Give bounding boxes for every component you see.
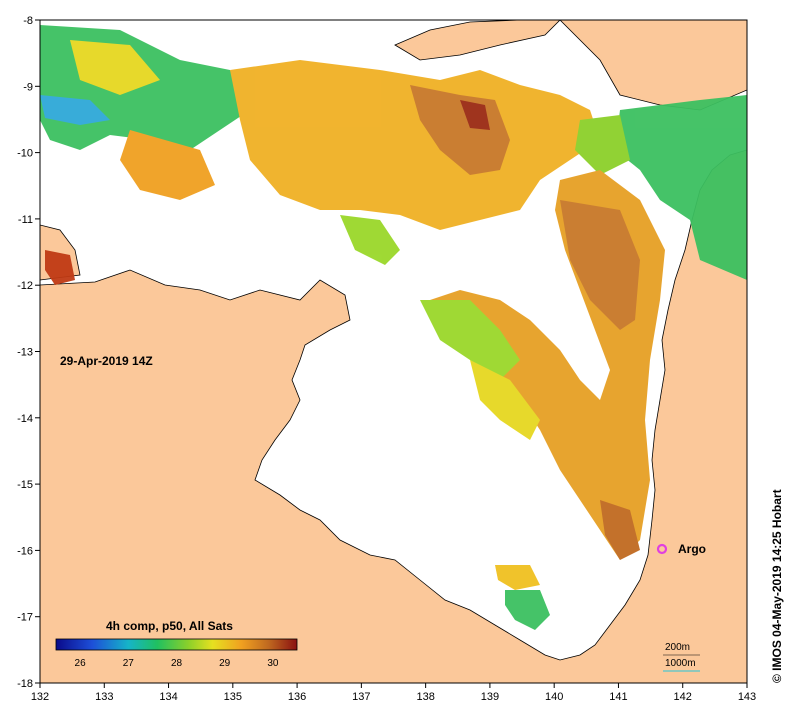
legend-tick-label: 27 [123, 658, 135, 669]
legend-tick-label: 26 [75, 658, 87, 669]
y-tick-label: -12 [17, 280, 33, 292]
legend-title: 4h comp, p50, All Sats [106, 619, 233, 633]
y-tick-label: -11 [18, 214, 33, 226]
x-tick-label: 141 [609, 691, 627, 703]
timestamp-label: 29-Apr-2019 14Z [60, 354, 153, 368]
x-tick-label: 133 [95, 691, 113, 703]
argo-marker[interactable] [656, 543, 668, 555]
y-tick-label: -14 [17, 413, 33, 425]
x-tick-label: 138 [416, 691, 434, 703]
y-tick-label: -9 [23, 81, 33, 93]
y-tick-label: -13 [17, 347, 33, 359]
x-tick-label: 137 [352, 691, 370, 703]
y-tick-label: -8 [23, 15, 33, 27]
y-tick-label: -18 [17, 678, 33, 690]
land-australia [40, 149, 747, 683]
y-axis: -8 -9 -10 -11 -12 -13 -14 -15 -16 -17 -18 [17, 15, 40, 690]
colorbar [55, 638, 298, 651]
x-tick-label: 135 [224, 691, 242, 703]
x-tick-label: 139 [481, 691, 499, 703]
x-tick-label: 134 [159, 691, 177, 703]
x-tick-label: 143 [738, 691, 756, 703]
legend-tick-label: 28 [171, 658, 183, 669]
x-tick-label: 136 [288, 691, 306, 703]
contour-1000m-label: 1000m [665, 658, 696, 669]
y-tick-label: -16 [17, 545, 33, 557]
credit-text: © IMOS 04-May-2019 14:25 Hobart [770, 489, 784, 683]
legend-tick-label: 29 [219, 658, 231, 669]
x-tick-label: 132 [31, 691, 49, 703]
x-tick-label: 142 [674, 691, 692, 703]
colorbar-legend: 4h comp, p50, All Sats 26 27 28 29 30 [55, 619, 298, 669]
contour-legend: 200m 1000m [663, 642, 700, 672]
argo-label: Argo [678, 542, 706, 556]
legend-tick-label: 30 [267, 658, 279, 669]
x-tick-label: 140 [545, 691, 563, 703]
land-papua-north [394, 20, 561, 61]
x-axis: 132 133 134 135 136 137 138 139 140 141 142 143 [31, 683, 756, 703]
y-tick-label: -17 [17, 612, 33, 624]
contour-200m-label: 200m [665, 642, 690, 653]
sst-patches [40, 25, 747, 630]
map-layers [40, 20, 747, 683]
y-tick-label: -15 [17, 479, 33, 491]
y-tick-label: -10 [17, 148, 33, 160]
